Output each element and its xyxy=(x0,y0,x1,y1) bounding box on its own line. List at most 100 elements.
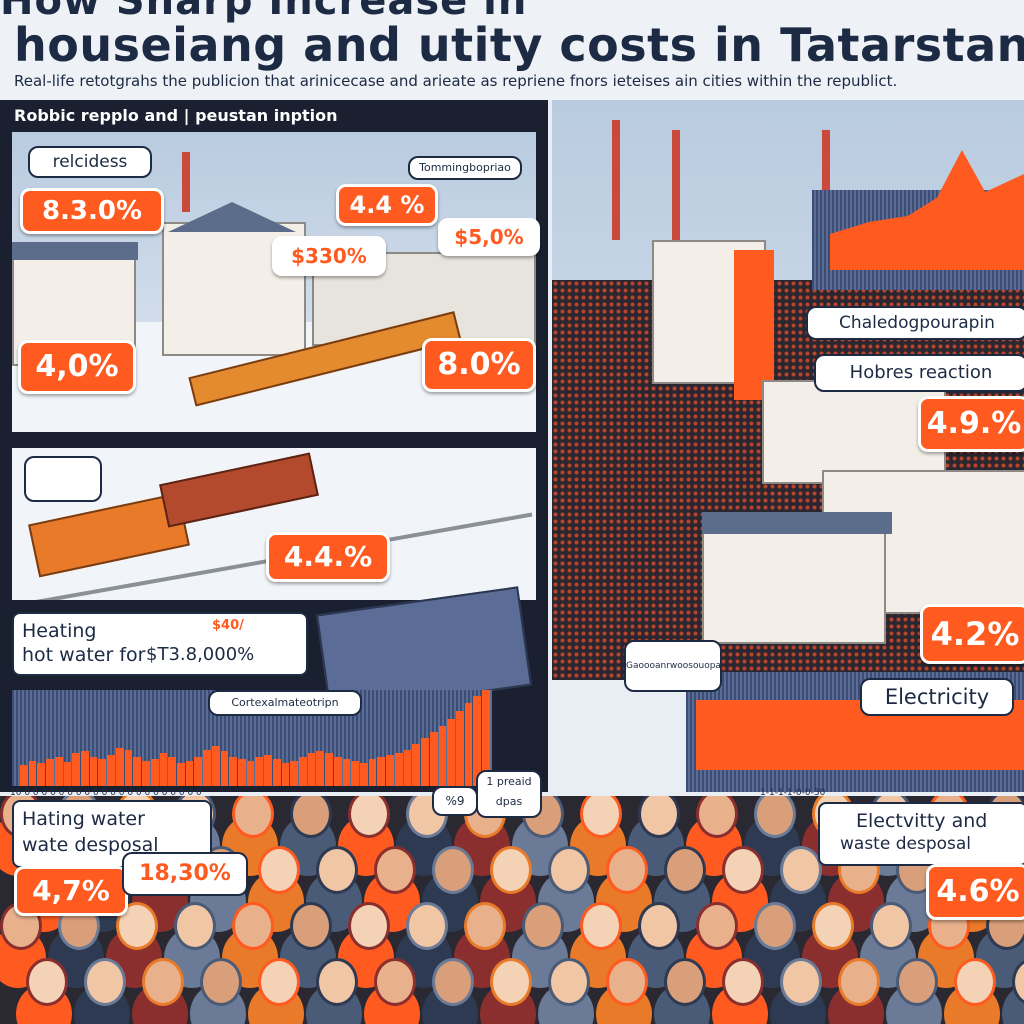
left-chart-bar xyxy=(307,753,316,786)
crowd-face xyxy=(142,958,184,1006)
bottom-right-card xyxy=(818,802,1024,866)
heating-value-top: $40/ xyxy=(212,618,244,633)
crowd-face xyxy=(490,958,532,1006)
bottom-left-line1: Hating water xyxy=(22,808,145,830)
crowd-face xyxy=(374,846,416,894)
left-chart-bar xyxy=(342,759,351,786)
left-chart-bar xyxy=(20,764,28,786)
left-chart-bar xyxy=(281,762,290,786)
badge-4: $5,0% xyxy=(438,218,540,256)
crowd-face xyxy=(606,958,648,1006)
bottom-right-line2: waste desposal xyxy=(840,834,972,854)
crowd-face xyxy=(374,958,416,1006)
crowd-face xyxy=(490,846,532,894)
crowd-face xyxy=(638,902,680,950)
left-chart-bar xyxy=(63,762,72,786)
left-chart-bar xyxy=(124,749,133,786)
tag-tommingbopriao: Tommingbopriao xyxy=(408,156,522,180)
crowd-face xyxy=(754,902,796,950)
left-chart-label: Cortexalmateotripn xyxy=(208,690,362,716)
left-chart-bar xyxy=(394,753,403,786)
left-chart-axis: 10 0 0 0 0 0 0 0 0 0 0 0 0 0 0 0 0 0 0 0… xyxy=(10,788,202,798)
bottom-right-line1: Electvitty and xyxy=(856,810,988,832)
left-chart-bar xyxy=(98,759,107,786)
crowd-face xyxy=(580,796,622,838)
crowd-face xyxy=(348,902,390,950)
crowd-face xyxy=(116,902,158,950)
left-chart-bar xyxy=(246,761,255,786)
crowd-face xyxy=(580,902,622,950)
train-speech-tag xyxy=(24,456,102,502)
crowd-face xyxy=(722,958,764,1006)
left-chart-bar xyxy=(290,761,298,786)
left-chart-bar xyxy=(54,757,63,786)
badge-6: 8.0% xyxy=(422,338,536,392)
left-chart-bar xyxy=(28,761,37,786)
small-tag: 1 preaid dpas xyxy=(476,770,542,818)
hot-water-label: hot water for xyxy=(22,644,146,666)
left-chart-bar xyxy=(237,759,246,786)
crowd-face xyxy=(290,902,332,950)
crowd-face xyxy=(174,902,216,950)
left-chart-bars xyxy=(20,690,490,786)
left-chart-bar xyxy=(368,759,377,786)
left-chart-bar xyxy=(37,762,46,786)
left-chart-bar xyxy=(150,759,159,786)
crowd-face xyxy=(432,846,474,894)
left-panel-heading: Robbic repplo and | peustan inption xyxy=(14,106,338,125)
badge-2: 4.4 % xyxy=(336,184,438,226)
left-chart-bar xyxy=(386,755,394,786)
left-chart-bar xyxy=(72,753,81,786)
crowd-face xyxy=(348,796,390,838)
left-chart-bar xyxy=(299,757,307,786)
badge-1: 8.3.0% xyxy=(20,188,164,234)
crowd-face xyxy=(200,958,242,1006)
left-chart-bar xyxy=(115,747,124,786)
electricity-label: Electricity xyxy=(860,678,1014,716)
heating-label: Heating xyxy=(22,620,97,642)
badge-3: $330% xyxy=(272,236,386,276)
left-chart-bar xyxy=(473,695,482,786)
crowd-face xyxy=(232,796,274,838)
crowd-face xyxy=(316,958,358,1006)
page-title: houseiang and utity costs in Tatarstann xyxy=(14,18,1024,72)
page-subtitle: Real-life retotgrahs the publicion that … xyxy=(14,72,898,90)
left-chart-bar xyxy=(159,753,168,786)
left-chart-bar xyxy=(255,757,264,786)
right-tag-1: Chaledogpourapin xyxy=(806,306,1024,340)
bottom-left-badge2: 18,30% xyxy=(122,852,248,896)
crowd-face xyxy=(406,902,448,950)
left-chart-bar xyxy=(220,751,229,786)
right-chart-axis: 1-1-1-1-0-0-30 xyxy=(760,788,826,798)
crowd-face xyxy=(464,902,506,950)
crowd-face xyxy=(754,796,796,838)
left-chart-bar xyxy=(81,751,89,786)
badge-7: 4.4.% xyxy=(266,532,390,582)
bottom-right-badge: 4.6% xyxy=(926,864,1024,920)
crowd-face xyxy=(664,958,706,1006)
left-chart-bar xyxy=(229,757,237,786)
crowd-face xyxy=(522,902,564,950)
crowd-face xyxy=(896,958,938,1006)
crowd-face xyxy=(638,796,680,838)
left-chart-bar xyxy=(142,761,150,786)
crowd-face xyxy=(954,958,996,1006)
badge-5: 4,0% xyxy=(18,340,136,394)
left-chart-bar xyxy=(89,757,98,786)
left-chart-bar xyxy=(107,755,115,786)
crowd-face xyxy=(258,846,300,894)
left-chart-bar xyxy=(185,761,194,786)
left-chart-bar xyxy=(429,732,438,786)
crowd-face xyxy=(870,902,912,950)
left-chart-bar xyxy=(264,755,272,786)
left-chart-bar xyxy=(333,757,342,786)
right-tag-2: Hobres reaction xyxy=(814,354,1024,392)
crowd-face xyxy=(812,902,854,950)
header xyxy=(0,0,1024,100)
title-top: How Sharp Increase in xyxy=(0,0,528,24)
left-chart-bar xyxy=(438,726,447,786)
crowd-face xyxy=(696,796,738,838)
crowd-face xyxy=(780,958,822,1006)
left-chart-bar xyxy=(272,759,281,786)
bottom-left-badge: 4,7% xyxy=(14,866,128,916)
